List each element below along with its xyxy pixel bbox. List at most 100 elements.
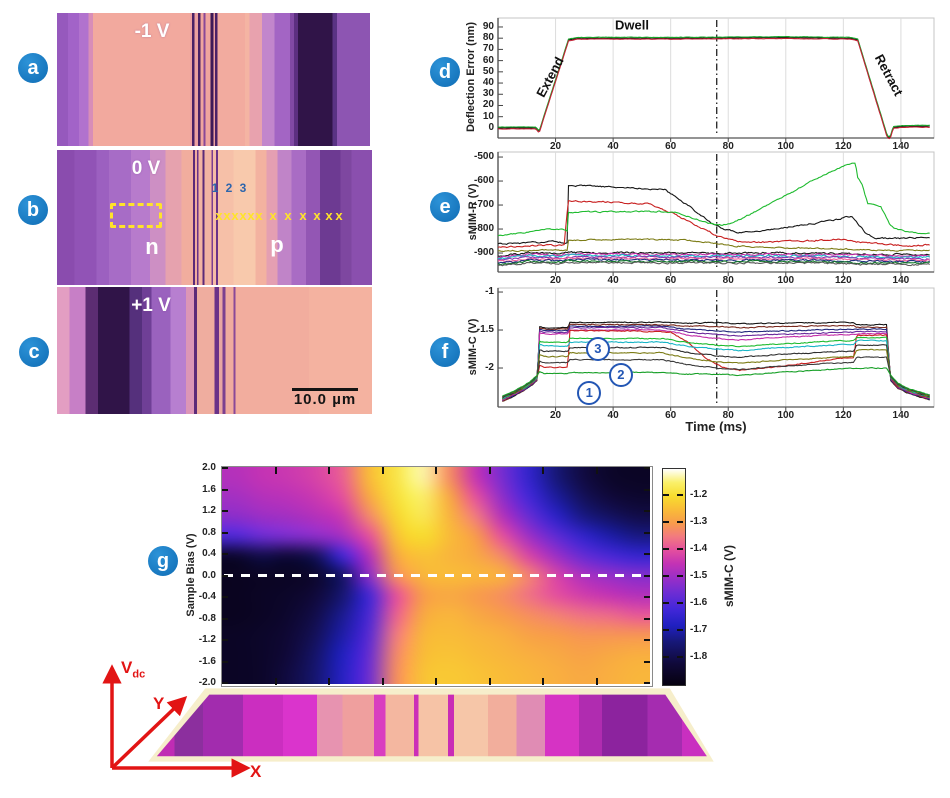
colorbar [662, 468, 686, 686]
heatmap-tick [644, 574, 650, 577]
smimc-9 [501, 344, 930, 399]
3d-axes-arrows [102, 664, 251, 778]
roi-dashed-rect [110, 203, 162, 228]
time-axis-title: Time (ms) [685, 419, 747, 434]
points-123-label: 1 2 3 [211, 181, 249, 195]
heatmap-tick [435, 467, 437, 474]
heatmap-tick [644, 510, 650, 512]
bias-tick-label: -1.6 [198, 655, 216, 667]
smimc-2 [502, 323, 930, 402]
colorbar-tick [663, 521, 669, 523]
heatmap-tick [328, 467, 330, 474]
bias-label-minus1v: -1 V [134, 21, 170, 42]
deflection-red [498, 37, 930, 140]
tick-label: -2 [485, 362, 494, 374]
heatmap-tick [381, 467, 384, 474]
tick-label: 20 [549, 275, 562, 286]
tick-label: -800 [473, 223, 494, 235]
heatmap-tick [222, 488, 228, 491]
tick-label: 60 [665, 141, 677, 152]
tick-label: 80 [722, 410, 734, 421]
x-mark: x [215, 208, 223, 223]
vdc-axis-letter: V [121, 658, 133, 677]
x-mark: x [284, 208, 292, 223]
tick-label: -700 [473, 199, 494, 211]
smimc-7 [502, 336, 930, 400]
bias-tick-label: 0.8 [202, 526, 216, 538]
bias-tick-label: 0.4 [202, 548, 216, 559]
tick-label: 70 [482, 43, 494, 55]
smim-image-plus1v: +1 V 10.0 µm [57, 287, 372, 414]
tick-label: 80 [722, 275, 734, 286]
smimc-3 [502, 325, 930, 401]
panel-badge-c: c [19, 337, 49, 367]
smimr-red [497, 200, 930, 249]
smimr-green [497, 162, 930, 237]
bias-tick-label: -0.4 [198, 591, 216, 602]
colorbar-tick-label: -1.2 [690, 489, 708, 500]
tick-label: 60 [665, 275, 677, 286]
tick-label: 0 [488, 121, 494, 133]
tick-label: -1.5 [476, 324, 494, 336]
tick-label: 40 [607, 141, 619, 152]
d-y-axis-title: Deflection Error (nm) [465, 21, 477, 133]
projected-smim-image [156, 694, 707, 757]
smimc-12 [502, 367, 930, 397]
heatmap-border [221, 466, 653, 687]
vdc-axis-label: Vdc [121, 658, 145, 680]
heatmap-tick [381, 678, 384, 685]
tick-label: 100 [777, 141, 795, 152]
tick-label: 30 [482, 88, 494, 100]
heatmap-tick [222, 639, 228, 641]
colorbar-tick-label: -1.4 [690, 543, 708, 554]
smimc-1 [502, 321, 930, 402]
colorbar-tick [677, 602, 683, 604]
n-region-label: n [145, 234, 159, 259]
colorbar-tick [677, 548, 683, 550]
colorbar-tick [663, 575, 669, 577]
x-mark: x [313, 208, 321, 223]
colorbar-tick-label: -1.5 [690, 570, 708, 581]
heatmap-tick [542, 467, 544, 474]
smimc-11 [502, 356, 930, 398]
panel-badge-b: b [18, 195, 48, 225]
dwell-annotation: Dwell [615, 17, 649, 33]
colorbar-tick [677, 575, 683, 577]
bias-label-0v: 0 V [131, 158, 161, 179]
x-mark: x [239, 208, 247, 223]
x-mark: x [335, 208, 343, 223]
colorbar-tick [677, 521, 683, 523]
heatmap-tick [644, 467, 650, 469]
tick-label: 40 [607, 275, 619, 286]
smimc-red [502, 329, 930, 400]
colorbar-tick-label: -1.7 [690, 624, 708, 635]
tick-label: 140 [892, 410, 910, 421]
heatmap-tick [328, 678, 330, 685]
scalebar-label: 10.0 µm [293, 391, 357, 408]
smimr-cluster-1 [497, 250, 930, 257]
heatmap-tick [644, 531, 650, 534]
tick-label: 120 [835, 410, 852, 421]
tick-label: 40 [482, 77, 494, 89]
heatmap-tick [274, 678, 277, 685]
colorbar-tick [663, 629, 669, 631]
colorbar-tick-label: -1.8 [690, 651, 708, 662]
x-mark: x [231, 208, 239, 223]
tick-label: 60 [665, 410, 677, 421]
deflection-green [497, 36, 930, 138]
tick-label: 120 [835, 275, 852, 286]
smim-image-minus1v: -1 V [57, 13, 370, 146]
bias-tick-label: 1.2 [202, 505, 216, 516]
tick-label: -600 [473, 175, 494, 187]
heatmap-tick [644, 553, 650, 555]
heatmap-tick [488, 467, 491, 474]
tick-label: 10 [482, 110, 494, 122]
heatmap-tick [644, 682, 650, 684]
heatmap-tick [222, 467, 228, 469]
smimr-cluster-5 [497, 256, 931, 262]
colorbar-tick [663, 602, 669, 604]
tick-label: -500 [473, 151, 494, 163]
panel-badge-d: d [430, 57, 460, 87]
